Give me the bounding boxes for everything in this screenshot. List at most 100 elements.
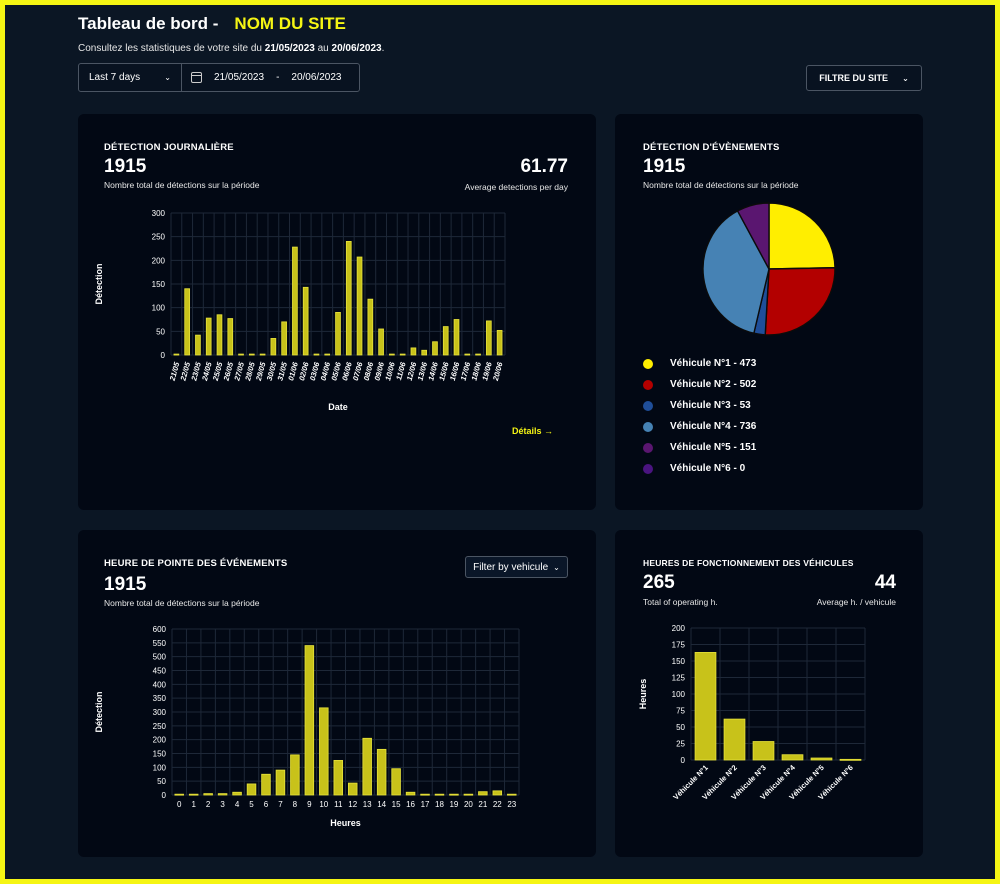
y-tick-label: 125 [672,674,686,683]
page-header: Tableau de bord - NOM DU SITE Consultez … [78,14,384,54]
date-range-input[interactable]: 21/05/2023 - 20/06/2023 [182,72,341,83]
daily-average: 61.77 [520,156,568,177]
subtitle-date-end: 20/06/2023 [331,43,382,54]
x-tick-label: 22 [493,800,502,809]
y-tick-label: 100 [672,690,686,699]
y-tick-label: 400 [153,680,167,689]
events-total-label: Nombre total de détections sur la périod… [643,180,799,190]
legend-label: Véhicule N°5 - 151 [670,442,757,453]
bar [464,353,471,356]
operating-average: 44 [874,572,896,593]
bar [313,353,320,356]
site-name: NOM DU SITE [234,14,346,33]
y-tick-label: 250 [153,722,167,731]
range-select[interactable]: Last 7 days ⌄ [79,64,182,91]
legend-item[interactable]: Véhicule N°1 - 473 [643,353,756,374]
legend-item[interactable]: Véhicule N°3 - 53 [643,395,756,416]
y-tick-label: 100 [153,763,167,772]
events-pie-chart [702,202,836,336]
bar [259,353,266,356]
page-title: Tableau de bord - [78,14,219,33]
y-axis-title: Détection [94,263,104,304]
bar [319,707,329,796]
date-from: 21/05/2023 [214,72,265,83]
legend-item[interactable]: Véhicule N°5 - 151 [643,437,756,458]
bar [184,288,190,356]
details-link[interactable]: Détails → [512,426,554,436]
y-tick-label: 0 [681,756,686,765]
bar [405,791,416,796]
legend-swatch [643,400,653,411]
x-tick-label: 15 [392,800,401,809]
bar [302,286,309,356]
x-tick-label: 21 [478,800,487,809]
bar [216,314,223,356]
bar [174,793,184,796]
y-tick-label: 50 [157,777,166,786]
events-total: 1915 [643,156,686,177]
card-title: DÉTECTION JOURNALIÈRE [104,142,234,153]
y-tick-label: 175 [672,641,686,650]
y-tick-label: 200 [153,736,167,745]
y-tick-label: 25 [676,740,685,749]
legend-item[interactable]: Véhicule N°4 - 736 [643,416,756,437]
events-detection-card: DÉTECTION D'ÉVÈNEMENTS 1915 Nombre total… [615,114,923,510]
bar [432,341,438,356]
x-tick-label: 9 [307,800,312,809]
x-tick-label: 20 [464,800,473,809]
subtitle-date-start: 21/05/2023 [264,43,315,54]
peak-total-label: Nombre total de détections sur la périod… [104,598,260,608]
y-tick-label: 550 [153,639,167,648]
bar [227,318,234,356]
site-filter-button[interactable]: FILTRE DU SITE ⌄ [806,65,922,91]
y-tick-label: 200 [672,624,686,633]
bar [442,326,449,356]
bar [356,256,363,356]
bar [246,783,257,796]
bar [410,347,417,356]
y-tick-label: 50 [156,327,165,336]
legend-item[interactable]: Véhicule N°6 - 0 [643,458,756,479]
bar [449,793,459,796]
bar [304,645,315,796]
x-tick-label: 2 [206,800,211,809]
y-tick-label: 500 [153,653,167,662]
date-separator: - [276,72,280,83]
vehicule-filter-select[interactable]: Filter by vehicule ⌄ [465,556,568,578]
card-title: HEURE DE POINTE DES ÉVÉNEMENTS [104,558,288,569]
y-tick-label: 600 [153,625,167,634]
bar [324,353,331,356]
bar [453,319,460,356]
legend-swatch [643,379,653,390]
x-tick-label: 0 [177,800,182,809]
x-tick-label: 5 [249,800,254,809]
bar [335,312,341,356]
bar [203,793,213,796]
y-tick-label: 0 [161,351,166,360]
y-tick-label: 350 [153,694,167,703]
y-tick-label: 150 [672,657,686,666]
y-tick-label: 100 [152,304,166,313]
bar [391,768,401,796]
date-to: 20/06/2023 [291,72,342,83]
bar [463,793,474,796]
bar [723,718,746,761]
daily-average-label: Average detections per day [464,182,568,192]
legend-item[interactable]: Véhicule N°2 - 502 [643,374,756,395]
y-tick-label: 450 [153,667,167,676]
operating-total: 265 [643,572,675,593]
bar [496,329,503,356]
pie-slice [764,267,836,336]
bar [475,353,481,356]
x-tick-label: 13 [363,800,372,809]
page-subtitle: Consultez les statistiques de votre site… [78,43,385,54]
bar [486,320,492,356]
legend-swatch [643,421,653,432]
range-select-label: Last 7 days [89,72,141,83]
daily-total-label: Nombre total de détections sur la périod… [104,180,260,190]
y-tick-label: 150 [153,750,167,759]
bar [434,793,445,796]
date-range-picker: Last 7 days ⌄ 21/05/2023 - 20/06/2023 [78,63,360,92]
calendar-icon [191,72,202,83]
